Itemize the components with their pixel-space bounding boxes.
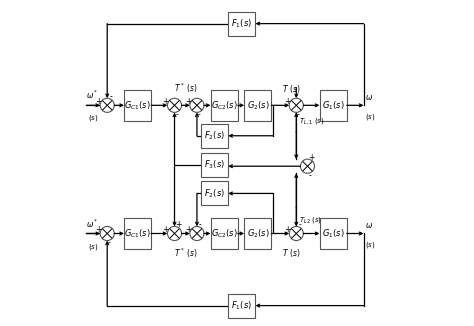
Text: $F_1(s)$: $F_1(s)$ xyxy=(231,17,252,30)
Text: $G_1(s)$: $G_1(s)$ xyxy=(322,227,345,240)
Text: -: - xyxy=(299,220,301,230)
Text: +: + xyxy=(95,97,102,106)
Text: -: - xyxy=(109,92,112,101)
Text: $\omega$: $\omega$ xyxy=(365,93,373,102)
Text: $G_2(s)$: $G_2(s)$ xyxy=(246,227,269,240)
Text: +: + xyxy=(95,226,102,234)
Text: $\omega^*$: $\omega^*$ xyxy=(86,217,99,230)
Text: $F_2(s)$: $F_2(s)$ xyxy=(204,187,225,200)
Bar xyxy=(319,90,347,121)
Bar xyxy=(201,153,228,177)
Bar xyxy=(210,218,238,249)
Circle shape xyxy=(289,98,303,112)
Text: $G_{C1}(s)$: $G_{C1}(s)$ xyxy=(124,227,151,240)
Text: $T\ (s)$: $T\ (s)$ xyxy=(282,83,301,95)
Text: $G_{C2}(s)$: $G_{C2}(s)$ xyxy=(211,99,237,111)
Text: -: - xyxy=(297,111,300,119)
Circle shape xyxy=(167,98,182,112)
Circle shape xyxy=(190,98,204,112)
Text: $T_{L2}\ (s)$: $T_{L2}\ (s)$ xyxy=(299,215,322,225)
Text: +: + xyxy=(175,220,181,230)
Text: $F_2(s)$: $F_2(s)$ xyxy=(204,129,225,142)
Text: $G_2(s)$: $G_2(s)$ xyxy=(246,99,269,111)
Text: $F_1(s)$: $F_1(s)$ xyxy=(231,299,252,312)
Bar xyxy=(210,90,238,121)
Bar xyxy=(319,218,347,249)
Text: $F_3(s)$: $F_3(s)$ xyxy=(204,158,225,171)
Bar xyxy=(244,90,272,121)
Text: $(s)$: $(s)$ xyxy=(365,112,376,122)
Circle shape xyxy=(301,159,315,173)
Bar xyxy=(201,182,228,205)
Bar xyxy=(124,90,151,121)
Text: +: + xyxy=(185,226,191,234)
Text: -: - xyxy=(199,220,202,230)
Bar xyxy=(228,12,255,36)
Bar xyxy=(244,218,272,249)
Text: -: - xyxy=(198,111,201,119)
Text: $T_{L,1}\ (s)$: $T_{L,1}\ (s)$ xyxy=(299,116,325,126)
Text: $T\ (s)$: $T\ (s)$ xyxy=(282,247,301,259)
Text: $(s)$: $(s)$ xyxy=(88,113,99,123)
Text: $T^*\ (s)$: $T^*\ (s)$ xyxy=(173,82,198,95)
Circle shape xyxy=(167,227,182,241)
Text: +: + xyxy=(185,97,191,106)
Text: +: + xyxy=(284,97,291,106)
Text: +: + xyxy=(284,226,291,234)
Text: $G_{C2}(s)$: $G_{C2}(s)$ xyxy=(211,227,237,240)
Text: $\omega^*$: $\omega^*$ xyxy=(86,89,99,101)
Bar xyxy=(228,294,255,318)
Text: -: - xyxy=(175,111,178,119)
Text: $G_{C1}(s)$: $G_{C1}(s)$ xyxy=(124,99,151,111)
Text: $(s)$: $(s)$ xyxy=(365,240,376,250)
Text: $G_1(s)$: $G_1(s)$ xyxy=(322,99,345,111)
Text: +: + xyxy=(163,97,169,106)
Text: +: + xyxy=(163,226,169,234)
Text: -: - xyxy=(108,239,111,248)
Circle shape xyxy=(190,227,204,241)
Circle shape xyxy=(100,98,114,112)
Text: $\omega$: $\omega$ xyxy=(365,221,373,230)
Text: +: + xyxy=(308,153,314,162)
Text: $(s)$: $(s)$ xyxy=(88,242,99,251)
Bar xyxy=(201,124,228,148)
Text: -: - xyxy=(308,171,311,180)
Circle shape xyxy=(100,227,114,241)
Circle shape xyxy=(289,227,303,241)
Bar xyxy=(124,218,151,249)
Text: $T^*\ (s)$: $T^*\ (s)$ xyxy=(173,247,198,260)
